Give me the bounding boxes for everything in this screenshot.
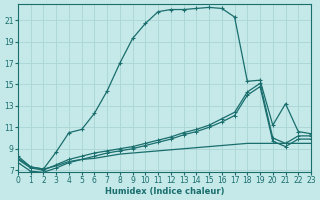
X-axis label: Humidex (Indice chaleur): Humidex (Indice chaleur) <box>105 187 224 196</box>
